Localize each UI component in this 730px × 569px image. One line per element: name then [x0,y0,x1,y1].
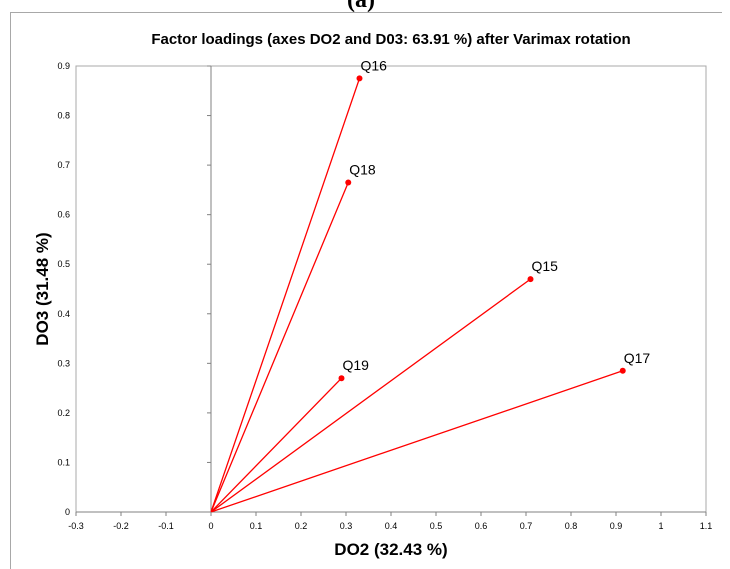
x-tick-label: 0.5 [430,521,443,531]
y-tick-label: 0.1 [57,457,70,467]
x-tick-label: 1 [658,521,663,531]
x-tick-label: 0.3 [340,521,353,531]
y-tick-label: 0.6 [57,210,70,220]
y-tick-label: 0.4 [57,309,70,319]
x-tick-label: 0.2 [295,521,308,531]
chart-title: Factor loadings (axes DO2 and D03: 63.91… [151,31,630,48]
loading-point [356,75,363,82]
plot-area [75,65,707,513]
vectors-layer: Q16 Q18 Q15 Q19 Q17 [210,57,651,513]
loading-vector [210,78,361,513]
x-tick-label: -0.2 [113,521,129,531]
point-label: Q19 [343,357,370,373]
x-tick-label: 0.1 [250,521,263,531]
x-tick-label: 0.9 [610,521,623,531]
loading-point [345,179,352,186]
y-tick-label: 0.7 [57,160,70,170]
y-tick-label: 0.5 [57,259,70,269]
x-axis-title: DO2 (32.43 %) [334,540,447,559]
y-axis-title: DO3 (31.48 %) [33,232,52,345]
y-tick-label: 0.9 [57,61,70,71]
x-tick-label: 1.1 [700,521,713,531]
loading-vector [210,377,342,513]
point-label: Q15 [532,258,559,274]
ticks-layer: -0.3 -0.2 -0.1 0 0.1 0.2 0.3 0.4 0.5 0.6 0.7 0.8 0.9… [57,61,712,531]
frame-top-border [10,12,722,13]
y-tick-label: 0.2 [57,408,70,418]
y-tick-label: 0 [65,507,70,517]
point-label: Q16 [361,57,388,73]
x-tick-label: -0.1 [158,521,174,531]
x-tick-label: 0 [208,521,213,531]
loading-vector [210,278,531,513]
panel-label: (a) [347,0,375,13]
x-tick-label: 0.4 [385,521,398,531]
frame-left-border [10,12,11,569]
loading-point [619,367,626,374]
loading-point [338,375,345,382]
y-tick-label: 0.8 [57,111,70,121]
point-label: Q18 [349,161,376,177]
y-tick-label: 0.3 [57,358,70,368]
loading-vector [210,182,349,513]
loading-point [527,276,534,283]
point-label: Q17 [624,350,651,366]
x-tick-label: 0.8 [565,521,578,531]
x-tick-label: -0.3 [68,521,84,531]
x-tick-label: 0.6 [475,521,488,531]
loading-vector [210,370,623,513]
x-tick-label: 0.7 [520,521,533,531]
